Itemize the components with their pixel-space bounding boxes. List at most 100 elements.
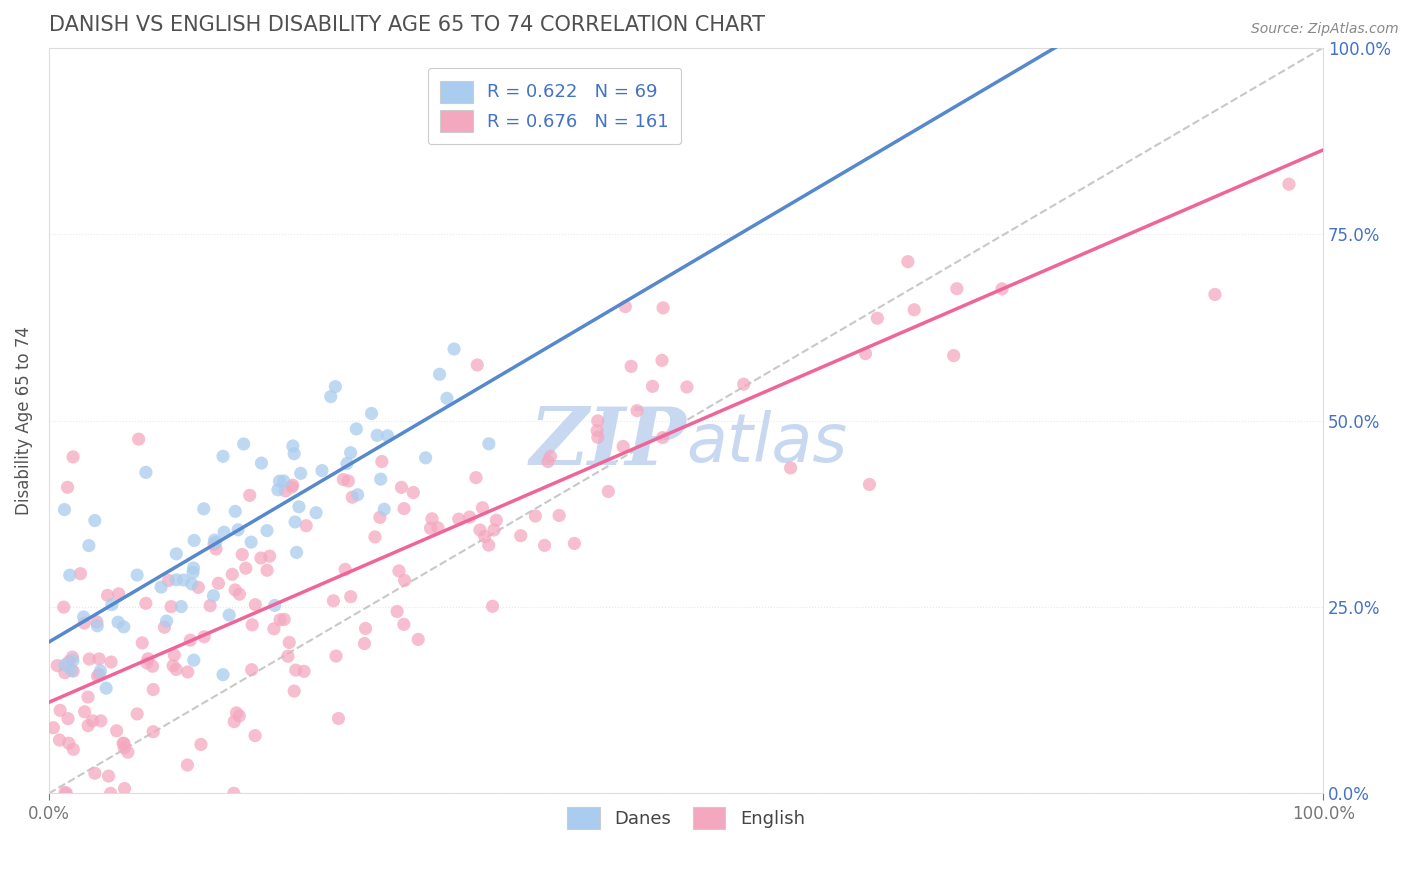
Point bbox=[176, 758, 198, 772]
Point bbox=[427, 521, 450, 535]
Point bbox=[112, 620, 135, 634]
Point bbox=[240, 663, 263, 677]
Point bbox=[548, 508, 571, 523]
Point bbox=[56, 712, 79, 726]
Point bbox=[436, 392, 458, 406]
Point bbox=[281, 439, 304, 453]
Point bbox=[58, 736, 80, 750]
Point bbox=[322, 594, 344, 608]
Point bbox=[465, 470, 488, 484]
Point bbox=[56, 480, 79, 494]
Point bbox=[179, 633, 201, 648]
Point bbox=[170, 599, 193, 614]
Point bbox=[243, 729, 266, 743]
Point bbox=[172, 573, 194, 587]
Point bbox=[339, 446, 361, 460]
Point bbox=[305, 506, 328, 520]
Point bbox=[131, 636, 153, 650]
Point bbox=[942, 349, 965, 363]
Point bbox=[471, 500, 494, 515]
Point bbox=[346, 488, 368, 502]
Point bbox=[651, 431, 673, 445]
Point bbox=[53, 785, 76, 799]
Point bbox=[225, 706, 247, 720]
Point bbox=[419, 521, 441, 535]
Point bbox=[509, 529, 531, 543]
Point bbox=[447, 512, 470, 526]
Point bbox=[641, 379, 664, 393]
Point bbox=[295, 518, 318, 533]
Point bbox=[474, 529, 496, 543]
Point bbox=[107, 587, 129, 601]
Point bbox=[946, 282, 969, 296]
Point bbox=[89, 664, 111, 678]
Point bbox=[77, 718, 100, 732]
Point bbox=[100, 655, 122, 669]
Point bbox=[443, 342, 465, 356]
Point bbox=[142, 659, 165, 673]
Point bbox=[135, 596, 157, 610]
Text: DANISH VS ENGLISH DISABILITY AGE 65 TO 74 CORRELATION CHART: DANISH VS ENGLISH DISABILITY AGE 65 TO 7… bbox=[49, 15, 765, 35]
Point bbox=[319, 390, 342, 404]
Point bbox=[53, 657, 76, 672]
Point bbox=[235, 561, 257, 575]
Point bbox=[177, 665, 200, 679]
Text: Source: ZipAtlas.com: Source: ZipAtlas.com bbox=[1251, 22, 1399, 37]
Point bbox=[165, 662, 187, 676]
Point bbox=[135, 466, 157, 480]
Point bbox=[232, 437, 254, 451]
Point bbox=[207, 576, 229, 591]
Point bbox=[198, 599, 221, 613]
Point bbox=[153, 620, 176, 634]
Point bbox=[72, 610, 94, 624]
Point bbox=[46, 658, 69, 673]
Point bbox=[288, 500, 311, 514]
Point bbox=[204, 533, 226, 548]
Point bbox=[377, 429, 399, 443]
Point bbox=[90, 714, 112, 728]
Point bbox=[163, 648, 186, 663]
Point bbox=[991, 282, 1014, 296]
Point bbox=[392, 501, 415, 516]
Point bbox=[676, 380, 699, 394]
Point bbox=[866, 311, 889, 326]
Point bbox=[142, 682, 165, 697]
Point bbox=[180, 577, 202, 591]
Point bbox=[221, 567, 243, 582]
Point bbox=[277, 649, 299, 664]
Point bbox=[620, 359, 643, 374]
Point bbox=[87, 652, 110, 666]
Point bbox=[482, 523, 505, 537]
Point bbox=[165, 573, 187, 587]
Point bbox=[263, 599, 285, 613]
Point bbox=[212, 525, 235, 540]
Point bbox=[332, 473, 354, 487]
Point bbox=[224, 504, 246, 518]
Point bbox=[267, 483, 290, 497]
Point bbox=[77, 539, 100, 553]
Point bbox=[360, 407, 382, 421]
Point bbox=[181, 566, 204, 580]
Point bbox=[73, 705, 96, 719]
Point bbox=[269, 613, 291, 627]
Point bbox=[259, 549, 281, 563]
Point bbox=[533, 538, 555, 552]
Point bbox=[250, 456, 273, 470]
Point bbox=[128, 432, 150, 446]
Point bbox=[202, 589, 225, 603]
Point bbox=[269, 474, 291, 488]
Point bbox=[162, 658, 184, 673]
Point bbox=[903, 302, 925, 317]
Point bbox=[344, 422, 367, 436]
Point bbox=[250, 551, 273, 566]
Point bbox=[540, 450, 562, 464]
Point bbox=[564, 536, 586, 550]
Point bbox=[96, 588, 118, 602]
Point bbox=[325, 648, 347, 663]
Point bbox=[481, 599, 503, 614]
Point bbox=[79, 652, 101, 666]
Point bbox=[60, 650, 83, 665]
Point bbox=[157, 574, 180, 588]
Point bbox=[204, 535, 226, 549]
Point bbox=[855, 346, 877, 360]
